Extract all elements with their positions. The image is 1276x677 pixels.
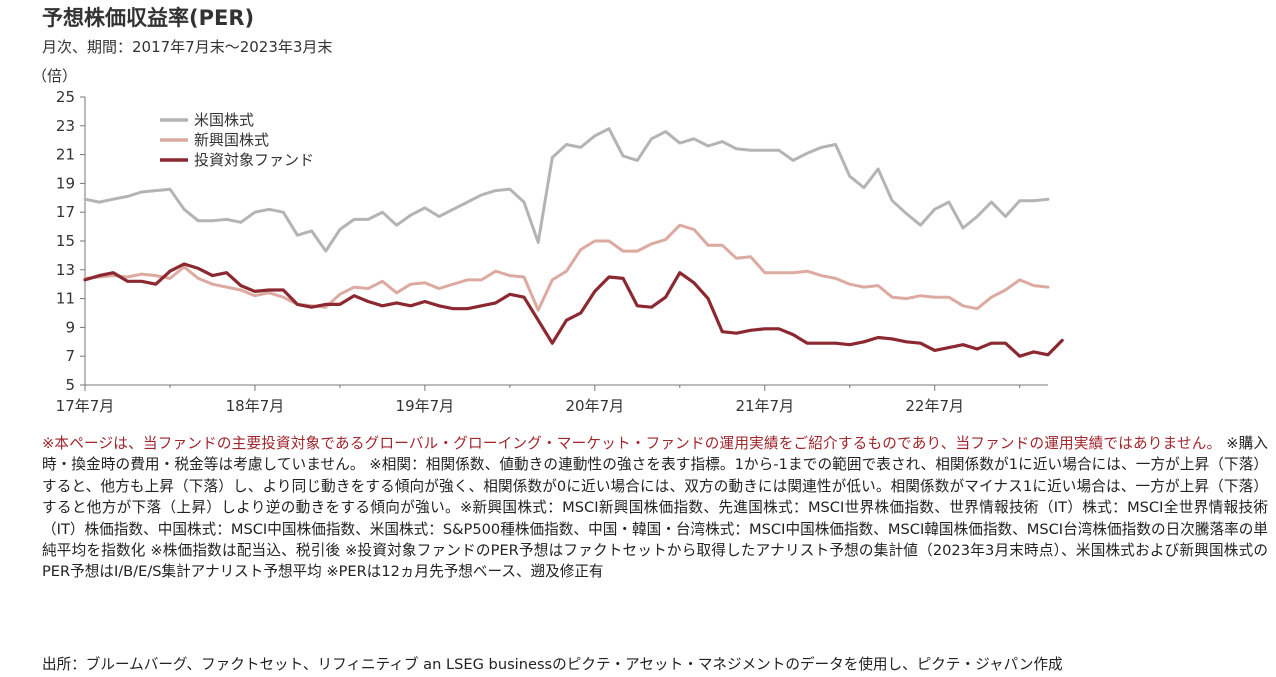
x-tick-label: 21年7月	[735, 397, 794, 415]
series-line-3	[83, 262, 1064, 358]
x-tick-label: 18年7月	[226, 397, 285, 415]
series-line-2	[83, 223, 1050, 312]
data-source: 出所：ブルームバーグ、ファクトセット、リフィニティブ an LSEG busin…	[42, 656, 1063, 673]
methodology-note: ※購入時・換金時の費用・税金等は考慮していません。 ※相関：相関係数、値動きの連…	[42, 435, 1269, 581]
y-tick-label: 13	[56, 261, 75, 279]
x-tick-label: 22年7月	[905, 397, 964, 415]
y-tick-label: 11	[56, 290, 75, 308]
y-axis-unit-label: （倍）	[32, 67, 77, 85]
chart-title: 予想株価収益率(PER)	[42, 6, 255, 30]
legend-label: 新興国株式	[194, 131, 269, 149]
series-line-1	[83, 127, 1050, 253]
x-tick-label: 20年7月	[566, 397, 625, 415]
y-axis: 5 7 9 11 13 15 17 19 21 23 25	[56, 88, 86, 394]
y-tick-label: 23	[56, 117, 75, 135]
footnotes: ※本ページは、当ファンドの主要投資対象であるグローバル・グローイング・マーケット…	[42, 433, 1268, 583]
x-axis: 17年7月 18年7月 19年7月 20年7月 21年7月 22年7月	[56, 384, 1048, 415]
chart-subtitle: 月次、期間：2017年7月末～2023年3月末	[42, 38, 333, 56]
series-lines	[83, 127, 1064, 358]
x-tick-label: 19年7月	[396, 397, 455, 415]
y-tick-label: 7	[65, 347, 75, 365]
y-tick-label: 25	[56, 88, 75, 106]
disclaimer-note: ※本ページは、当ファンドの主要投資対象であるグローバル・グローイング・マーケット…	[42, 435, 1222, 452]
y-tick-label: 19	[56, 174, 75, 192]
legend-label: 投資対象ファンド	[194, 151, 314, 169]
legend-label: 米国株式	[194, 111, 254, 129]
y-tick-label: 21	[56, 146, 75, 164]
y-tick-label: 9	[65, 318, 75, 336]
x-tick-label: 17年7月	[56, 397, 115, 415]
per-line-chart: （倍） 5 7 9 11 13 15 17 19 21 23 25 17年7月 18年7月 19年7月 2…	[32, 67, 1064, 415]
y-tick-label: 5	[65, 376, 75, 394]
y-tick-label: 17	[56, 203, 75, 221]
y-tick-label: 15	[56, 232, 75, 250]
